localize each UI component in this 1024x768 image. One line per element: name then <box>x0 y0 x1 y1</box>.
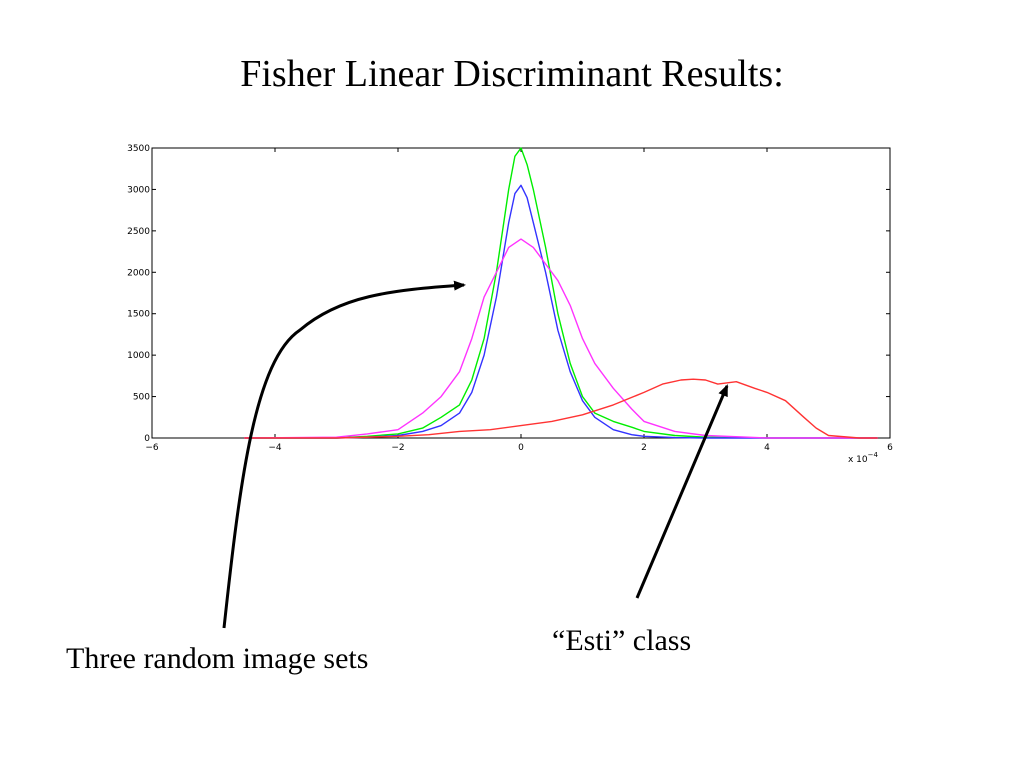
series-line-4 <box>244 378 878 439</box>
y-tick-label: 3500 <box>127 144 150 154</box>
x-tick-label: −6 <box>145 443 159 453</box>
y-tick-label: 500 <box>133 393 150 403</box>
y-tick-label: 2500 <box>127 227 150 237</box>
arrow-to-esti-class <box>635 384 729 599</box>
x-tick-label: −4 <box>268 443 282 453</box>
caption-esti-class: “Esti” class <box>552 624 692 657</box>
y-tick-label: 1500 <box>127 310 150 320</box>
y-tick-label: 1000 <box>127 351 150 361</box>
series-line-2 <box>244 184 878 439</box>
series-group <box>244 147 878 439</box>
arrow-to-random-sets <box>222 280 466 629</box>
x-tick-label: 0 <box>518 443 524 453</box>
series-line-1 <box>244 147 878 439</box>
series-line-3 <box>244 238 878 439</box>
x-tick-label: 6 <box>887 443 893 453</box>
y-tick-label: 0 <box>144 434 150 444</box>
x-tick-label: 4 <box>764 443 770 453</box>
x-tick-label: 2 <box>641 443 647 453</box>
y-tick-label: 2000 <box>127 268 150 278</box>
x-multiplier-label: x 10−4 <box>848 451 879 465</box>
x-multiplier-exponent: −4 <box>868 451 879 459</box>
caption-three-random-image-sets: Three random image sets <box>66 642 369 675</box>
y-tick-label: 3000 <box>127 185 150 195</box>
slide-title: Fisher Linear Discriminant Results: <box>240 53 784 95</box>
x-tick-label: −2 <box>391 443 404 453</box>
axes: −6 −4 −2 0 2 4 6 0 500 1000 1500 2000 2500 3000 3500 <box>127 144 893 453</box>
